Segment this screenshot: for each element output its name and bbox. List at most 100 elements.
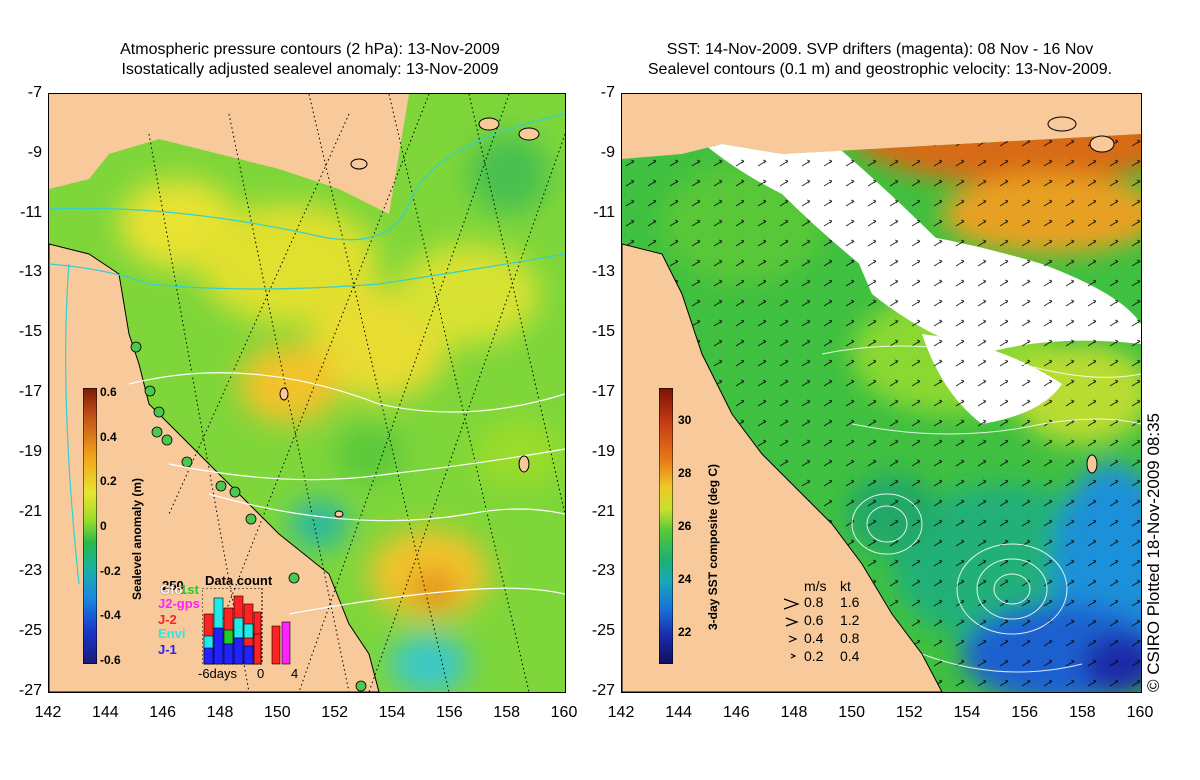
mission-label-j-2: J-2 [158, 612, 177, 627]
y-tick-left: -7 [27, 84, 42, 101]
x-tick-left: 158 [493, 704, 521, 721]
y-tick-left: -11 [20, 203, 42, 221]
data-count-title: Data count [205, 573, 273, 588]
velocity-kt: 1.2 [840, 612, 860, 628]
right-colorbar-tick: 30 [678, 413, 692, 427]
data-count-xlabel-end: 4 [291, 666, 299, 681]
velocity-kt: 0.8 [840, 630, 860, 646]
data-count-xlabel-zero: 0 [257, 666, 265, 681]
right-land-png [622, 94, 782, 149]
velocity-legend: m/s kt 0.8 1.6 0.6 1.2 0.4 0.8 0.2 0.4 [780, 578, 900, 668]
left-title-line2: Isostatically adjusted sealevel anomaly:… [121, 61, 499, 78]
right-title-line1: SST: 14-Nov-2009. SVP drifters (magenta)… [666, 41, 1094, 58]
x-tick-right: 148 [780, 704, 808, 721]
y-tick-right: -11 [593, 203, 615, 221]
left-colorbar-tick: -0.2 [100, 563, 121, 578]
velocity-legend-arrows [783, 598, 800, 659]
x-tick-right: 144 [665, 704, 693, 721]
left-colorbar-tick: 0.6 [100, 385, 117, 399]
x-tick-right: 146 [722, 704, 750, 721]
y-tick-left: -23 [18, 562, 42, 580]
sst-field [622, 94, 1141, 692]
velocity-ms: 0.6 [804, 612, 824, 628]
x-tick-right: 160 [1126, 704, 1154, 721]
right-colorbar-tick: 22 [678, 625, 692, 639]
x-tick-right: 156 [1011, 704, 1039, 721]
velocity-ms: 0.4 [804, 630, 824, 646]
mission-label-j2-gps: J2-gps [158, 596, 200, 611]
left-land-png [49, 94, 409, 164]
left-colorbar-tick: 0 [100, 519, 107, 533]
velocity-legend-row: 0.4 0.8 [804, 630, 859, 646]
y-tick-right: -25 [591, 622, 615, 640]
y-tick-right: -21 [591, 502, 615, 520]
x-tick-left: 150 [263, 704, 291, 721]
x-tick-left: 146 [149, 704, 177, 721]
velocity-legend-row: 0.2 0.4 [804, 648, 859, 664]
mission-label-gfo: Gfo [160, 582, 183, 597]
sealevel-anomaly-field [49, 94, 565, 692]
mission-label-j-1: J-1 [158, 642, 177, 657]
credit-text: © CSIRO Plotted 18-Nov-2009 08:35 [1144, 412, 1163, 692]
y-tick-right: -27 [591, 682, 615, 699]
x-tick-right: 158 [1068, 704, 1096, 721]
right-title-line2: Sealevel contours (0.1 m) and geostrophi… [647, 61, 1113, 78]
velocity-header-ms: m/s [804, 578, 827, 594]
left-colorbar-tick: -0.4 [100, 608, 121, 623]
velocity-kt: 1.6 [840, 594, 860, 610]
right-map [621, 93, 1142, 693]
x-tick-left: 144 [91, 704, 119, 721]
left-colorbar-tick: 0.4 [100, 429, 117, 444]
mission-label-1st: 1st [180, 582, 199, 597]
x-tick-left: 148 [206, 704, 234, 721]
left-colorbar-tick: 0.2 [100, 474, 117, 489]
velocity-legend-row: 0.8 1.6 [804, 594, 859, 610]
y-tick-left: -17 [18, 383, 42, 400]
x-tick-left: 160 [550, 704, 578, 721]
mission-label-envi: Envi [158, 626, 186, 641]
right-colorbar-tick: 26 [678, 519, 692, 533]
left-title-line1: Atmospheric pressure contours (2 hPa): 1… [120, 41, 500, 58]
x-tick-left: 152 [321, 704, 349, 721]
left-colorbar-tick: -0.6 [100, 653, 121, 667]
x-tick-left: 142 [34, 704, 62, 721]
right-colorbar [659, 388, 673, 664]
velocity-ms: 0.2 [804, 648, 824, 664]
x-tick-right: 154 [953, 704, 981, 721]
y-tick-right: -19 [591, 442, 615, 460]
data-count-histogram [202, 588, 291, 665]
x-tick-right: 152 [895, 704, 923, 721]
velocity-ms: 0.8 [804, 594, 824, 610]
left-map [48, 93, 566, 693]
y-tick-left: -19 [18, 442, 42, 460]
y-tick-left: -25 [18, 622, 42, 640]
x-tick-left: 154 [378, 704, 406, 721]
x-tick-right: 150 [838, 704, 866, 721]
x-tick-left: 156 [435, 704, 463, 721]
y-tick-right: -9 [600, 143, 615, 161]
y-tick-right: -13 [591, 263, 615, 281]
data-count-inset: 250 Data count Gfo 1st J2-gps J-2 Envi J-1 -6… [150, 570, 300, 681]
right-colorbar-tick: 24 [678, 572, 692, 586]
y-tick-left: -21 [18, 502, 42, 520]
left-colorbar [83, 388, 97, 664]
right-land-australia [622, 243, 943, 692]
y-tick-left: -15 [18, 323, 42, 341]
right-colorbar-label: 3-day SST composite (deg C) [706, 463, 720, 630]
y-tick-left: -9 [27, 143, 42, 161]
y-tick-left: -27 [18, 682, 42, 699]
right-colorbar-tick: 28 [678, 466, 692, 480]
x-tick-right: 142 [607, 704, 635, 721]
velocity-legend-header: m/s kt [804, 578, 851, 594]
velocity-legend-row: 0.6 1.2 [804, 612, 859, 628]
velocity-kt: 0.4 [840, 648, 860, 664]
data-count-top: 250 [162, 578, 184, 593]
data-count-xlabel-start: -6days [198, 666, 238, 681]
y-tick-left: -13 [18, 263, 42, 281]
velocity-header-kt: kt [840, 578, 851, 594]
y-tick-right: -23 [591, 562, 615, 580]
y-tick-right: -7 [600, 84, 615, 101]
y-tick-right: -17 [591, 383, 615, 400]
y-tick-right: -15 [591, 323, 615, 341]
left-colorbar-label: Sealevel anomaly (m) [130, 477, 144, 600]
